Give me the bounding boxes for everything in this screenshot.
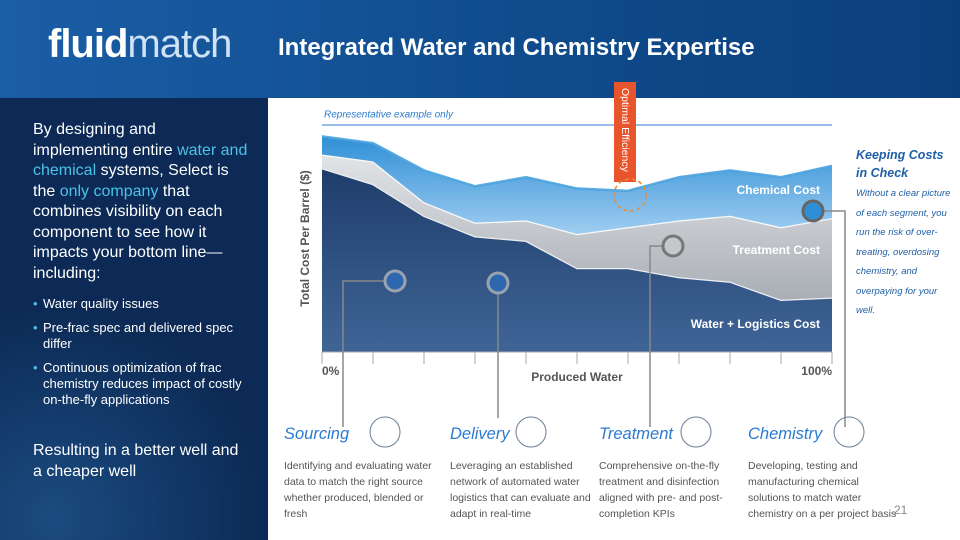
left-panel: By designing and implementing entire wat… <box>0 98 268 540</box>
intro: By designing and implementing entire wat… <box>33 120 248 284</box>
section-text: Comprehensive on-the-fly treatment and d… <box>599 460 723 520</box>
section-title: Delivery <box>450 425 510 443</box>
note: Representative example only <box>324 110 454 121</box>
series-label: Treatment Cost <box>733 243 820 257</box>
x-tick-label: 100% <box>801 364 832 378</box>
area <box>322 136 832 234</box>
intro-run: systems, Select is the <box>33 162 229 200</box>
callout: Keeping Costs in Check Without a clear p… <box>856 146 956 321</box>
efficiency-ring <box>613 178 647 212</box>
callout-body: Without a clear picture of each segment,… <box>856 188 951 316</box>
area-edge <box>321 135 833 193</box>
section-text: Leveraging an established network of aut… <box>450 460 591 520</box>
logo-light: match <box>127 22 232 66</box>
logo: fluidmatch <box>48 22 232 67</box>
section-text: Identifying and evaluating water data to… <box>284 460 432 520</box>
intro-run: that combines visibility on each compone… <box>33 182 223 282</box>
series-label: Chemical Cost <box>737 183 820 197</box>
title: Integrated Water and Chemistry Expertise <box>278 34 755 61</box>
intro-run: By designing and implementing entire <box>33 121 178 159</box>
intro-run: only company <box>59 182 159 200</box>
section: Sourcing Identifying and evaluating water… <box>284 420 434 522</box>
icon <box>369 416 401 448</box>
plot: Representative example only 0% 100% Produce… <box>298 82 833 384</box>
section-title: Chemistry <box>748 425 823 443</box>
logo-bold: fluid <box>48 22 128 66</box>
conclusion: Resulting in a better well and a cheaper… <box>33 442 239 480</box>
connector <box>342 280 395 427</box>
annotation-banner <box>614 82 636 182</box>
area <box>322 168 832 352</box>
icon <box>515 416 547 448</box>
icon <box>680 416 712 448</box>
marker <box>661 234 685 258</box>
x-tick-label: 0% <box>322 364 340 378</box>
area <box>322 154 832 300</box>
bullet: Water quality issues <box>33 296 248 312</box>
bullet: Pre-frac spec and delivered spec differ <box>33 320 248 352</box>
marker <box>486 271 510 295</box>
bullet: Continuous optimization of frac chemistr… <box>33 360 248 408</box>
header: fluidmatch Integrated Water and Chemistr… <box>0 0 960 98</box>
callout-title: Keeping Costs in Check <box>856 148 944 180</box>
section-title: Treatment <box>599 425 673 443</box>
section: Chemistry Developing, testing and manufac… <box>748 420 898 522</box>
page-number: 21 <box>894 503 908 517</box>
intro-run: water and chemical <box>33 141 248 180</box>
connectors <box>342 178 865 448</box>
x-axis-label: Produced Water <box>531 370 623 384</box>
section-title: Sourcing <box>284 425 350 443</box>
icon <box>833 416 865 448</box>
section-text: Developing, testing and manufacturing ch… <box>748 460 897 520</box>
marker <box>383 269 407 293</box>
section: Delivery Leveraging an established networ… <box>450 420 600 522</box>
icons <box>369 416 865 448</box>
series-label: Water + Logistics Cost <box>691 317 820 331</box>
section: Treatment Comprehensive on-the-fly treatm… <box>599 420 749 522</box>
y-axis-label: Total Cost Per Barrel ($) <box>298 170 312 306</box>
bullet-list: Water quality issues Pre-frac spec and de… <box>33 296 248 416</box>
annotation: Optimal Efficiency <box>619 88 631 173</box>
marker <box>801 199 825 223</box>
